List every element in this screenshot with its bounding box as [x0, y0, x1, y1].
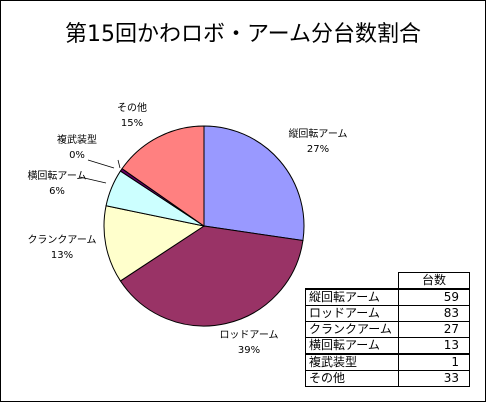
table-cell-value: 59 [398, 288, 470, 306]
leader-line-multi [87, 159, 115, 169]
slice-other [121, 125, 205, 227]
slice-crank [103, 205, 206, 282]
label-pct-horizontal: 6% [49, 186, 65, 197]
label-name-horizontal: 横回転アーム [27, 169, 86, 182]
table-cell-value: 83 [398, 305, 470, 322]
table-cell-name: 複武装型 [305, 353, 399, 371]
label-name-multi: 複武装型 [57, 133, 97, 146]
label-pct-multi: 0% [69, 150, 85, 161]
chart-title: 第15回かわロボ・アーム分台数割合 [64, 22, 421, 47]
slice-vertical [203, 125, 305, 242]
label-name-vertical: 縦回転アーム [288, 127, 347, 140]
table-cell-value: 33 [398, 370, 470, 387]
pie-labels: 縦回転アーム 27% ロッドアーム 39% クランクアーム 13% 横回転アーム… [27, 101, 347, 356]
table-row: その他 33 [305, 370, 470, 387]
table-cell-name: その他 [305, 370, 399, 387]
label-pct-vertical: 27% [307, 144, 329, 155]
label-pct-rod: 39% [238, 345, 260, 356]
table-cell-value: 1 [398, 353, 470, 371]
label-name-other: その他 [117, 101, 147, 114]
table-cell-name: 縦回転アーム [305, 288, 399, 306]
label-name-crank: クランクアーム [27, 234, 96, 246]
table-row: クランクアーム 27 [305, 321, 470, 338]
label-pct-other: 15% [121, 118, 143, 129]
data-table: 台数 縦回転アーム 59 ロッドアーム 83 クランクアーム 27 横回転アーム… [305, 272, 470, 387]
table-header: 台数 [398, 272, 470, 290]
leader-line-other [117, 159, 121, 169]
table-row: 複武装型 1 [305, 353, 470, 371]
table-cell-name: 横回転アーム [305, 337, 399, 355]
table-header-blank [306, 273, 399, 290]
table-cell-value: 13 [398, 337, 470, 355]
table-cell-name: クランクアーム [305, 321, 399, 338]
table-header-row: 台数 [306, 272, 470, 290]
table-cell-name: ロッドアーム [305, 305, 399, 322]
leader-line-horizontal [79, 176, 107, 184]
leader-lines [79, 159, 121, 184]
label-name-rod: ロッドアーム [219, 329, 278, 341]
table-cell-value: 27 [398, 321, 470, 338]
table-row: ロッドアーム 83 [305, 305, 470, 322]
table-row: 横回転アーム 13 [305, 337, 470, 355]
table-row: 縦回転アーム 59 [305, 288, 470, 306]
label-pct-crank: 13% [51, 250, 73, 261]
pie-slices [103, 125, 305, 327]
